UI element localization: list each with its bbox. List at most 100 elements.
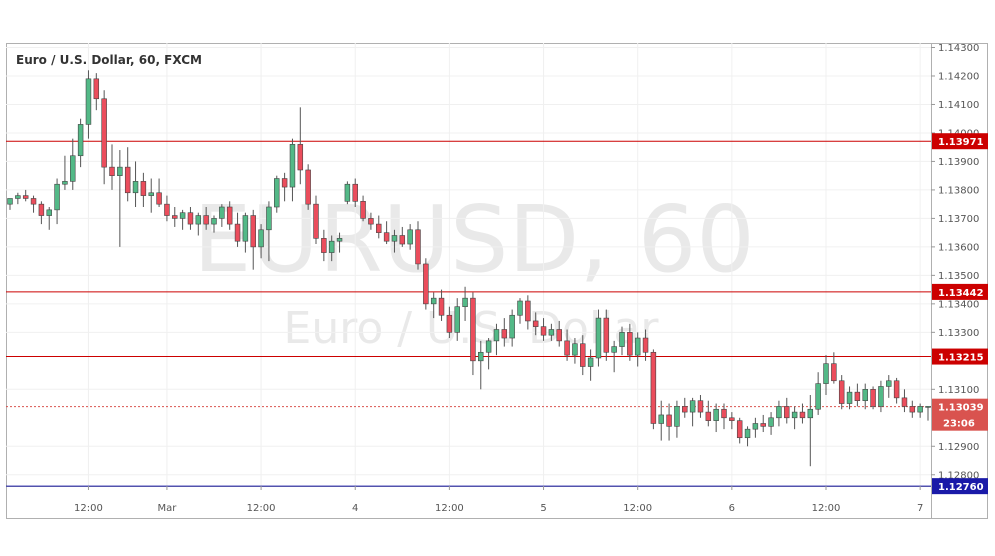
candle-body	[838, 380, 845, 404]
candle-body	[454, 306, 460, 333]
x-tick-label: 7	[917, 503, 923, 514]
candle-body	[313, 203, 319, 239]
candle-body	[22, 195, 29, 199]
candle-body	[305, 169, 311, 205]
candle-body	[493, 329, 500, 342]
candle-body	[179, 212, 186, 219]
candle-body	[564, 340, 570, 356]
candle-body	[187, 212, 194, 225]
candle-body	[909, 406, 916, 413]
level-tag	[932, 283, 988, 300]
candle-body	[595, 317, 602, 359]
candle-body	[901, 397, 908, 407]
candle-body	[587, 357, 594, 367]
candle-body	[297, 144, 304, 171]
candle-body	[501, 329, 508, 339]
candles	[7, 70, 931, 467]
y-tick-label: 1.12800	[938, 470, 979, 481]
candle-body	[886, 380, 892, 387]
y-tick-label: 1.13900	[938, 157, 979, 168]
candle-body	[62, 181, 68, 185]
candle-body	[438, 297, 445, 316]
candle-body	[274, 178, 280, 208]
x-tick-label: 12:00	[435, 503, 464, 514]
candle-body	[807, 408, 814, 419]
candle-body	[815, 383, 821, 410]
y-tick-label: 1.13600	[938, 242, 979, 253]
candle-body	[736, 420, 743, 439]
last-price-tag	[932, 398, 988, 431]
candle-body	[77, 124, 84, 157]
candle-body	[721, 408, 727, 419]
candle-body	[556, 329, 562, 342]
x-tick-label: 6	[729, 503, 735, 514]
candle-body	[195, 215, 202, 225]
level-tag-label: 1.13442	[938, 288, 984, 299]
chart-title: Euro / U.S. Dollar, 60, FXCM	[16, 53, 202, 67]
candle-body	[674, 406, 680, 427]
candle-body	[85, 78, 92, 125]
candle-body	[211, 218, 217, 225]
candle-body	[219, 206, 225, 219]
y-tick-label: 1.12900	[938, 442, 979, 453]
candle-body	[893, 380, 900, 399]
y-tick-label: 1.13500	[938, 271, 979, 282]
candle-body	[376, 223, 382, 233]
candle-body	[862, 389, 868, 402]
candle-body	[344, 183, 351, 202]
candle-body	[242, 215, 249, 242]
candle-body	[485, 340, 492, 353]
candle-body	[627, 332, 633, 356]
x-tick-label: 4	[352, 503, 358, 514]
candle-body	[203, 215, 209, 225]
candle-body	[572, 343, 578, 356]
candle-body	[760, 423, 766, 427]
candle-body	[540, 326, 547, 336]
candle-body	[328, 240, 335, 253]
candle-body	[336, 238, 343, 242]
candle-body	[368, 218, 374, 225]
y-tick-label: 1.13400	[938, 299, 979, 310]
y-tick-label: 1.13300	[938, 328, 979, 339]
chart: EURUSD, 60 Euro / U.S. Dollar 1.14300 1.1…	[6, 43, 988, 519]
candle-body	[399, 235, 406, 245]
candle-body	[854, 391, 861, 402]
candle-body	[101, 98, 107, 168]
candle-body	[93, 78, 100, 100]
candle-body	[132, 181, 139, 194]
last-price-label: 1.13039	[938, 403, 984, 414]
candle-body	[462, 297, 468, 308]
candle-body	[446, 314, 453, 333]
candle-body	[124, 166, 131, 194]
candle-body	[70, 155, 76, 182]
candle-body	[423, 263, 429, 305]
candle-body	[689, 400, 696, 413]
x-tick-label: Mar	[157, 503, 177, 514]
candle-body	[603, 317, 610, 353]
candle-body	[744, 428, 751, 439]
candle-body	[140, 181, 147, 196]
candle-body	[281, 178, 288, 188]
candle-body	[250, 215, 256, 248]
countdown-label: 23:06	[943, 419, 975, 430]
candle-body	[509, 314, 515, 339]
candle-body	[517, 300, 523, 316]
candle-body	[713, 408, 719, 421]
candle-body	[109, 166, 115, 176]
price-tags: 1.13971 1.13442 1.13215 1.12760 1.13039 23:06	[932, 133, 988, 495]
candle-body	[383, 232, 390, 242]
candle-body	[878, 386, 884, 407]
y-tick-label: 1.13800	[938, 185, 979, 196]
candle-body	[289, 144, 296, 188]
candle-body	[532, 320, 539, 327]
candle-body	[548, 329, 555, 336]
candle-body	[164, 203, 170, 216]
candle-body	[729, 417, 735, 421]
candle-body	[352, 183, 358, 202]
candle-body	[148, 192, 154, 196]
level-tag-label: 1.13215	[938, 353, 984, 364]
candle-body	[415, 229, 421, 265]
candle-body	[917, 406, 923, 413]
candle-body	[7, 198, 13, 205]
candle-body	[634, 337, 641, 356]
